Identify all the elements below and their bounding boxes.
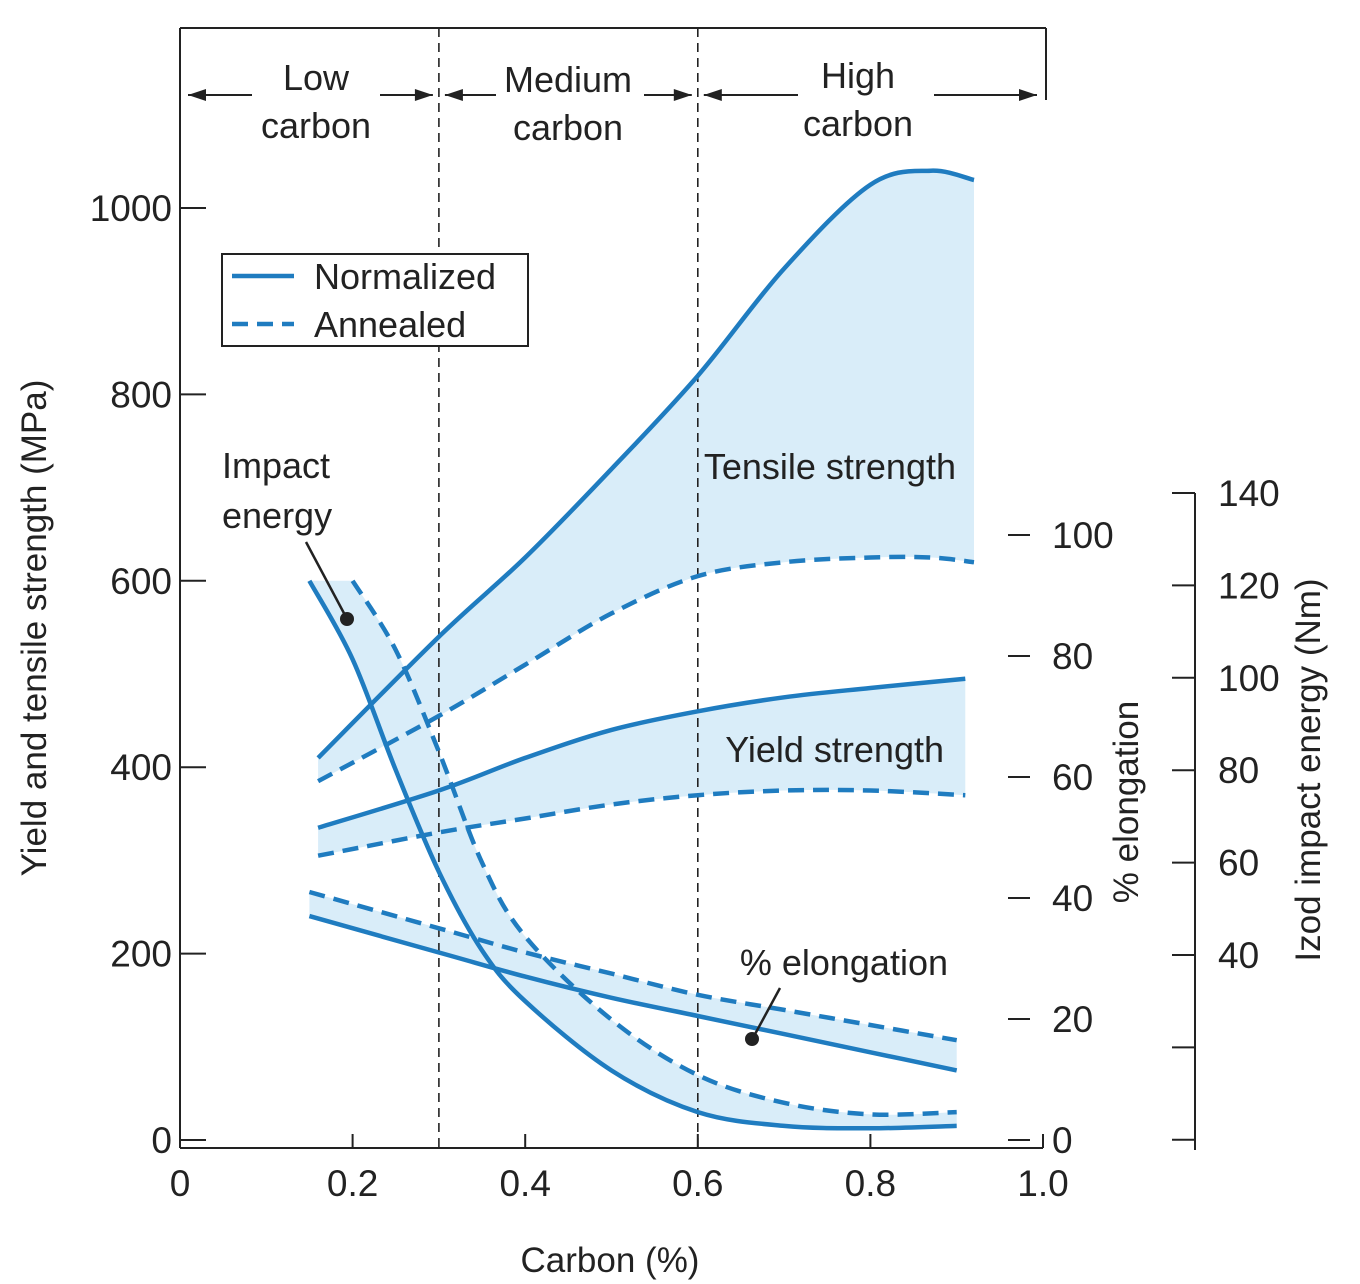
impact-tick-label: 100 bbox=[1218, 658, 1280, 699]
tensile-strength-normalized-line bbox=[316, 168, 975, 760]
region-label-high-carbon: carbon bbox=[803, 103, 913, 144]
x-tick-label: 0.2 bbox=[327, 1163, 378, 1204]
elongation-tick-label: 0 bbox=[1052, 1120, 1073, 1161]
series-lines bbox=[307, 168, 975, 1131]
y-tick-label: 1000 bbox=[90, 188, 172, 229]
region-label-high: High bbox=[821, 55, 895, 96]
elongation-tick-label: 60 bbox=[1052, 757, 1093, 798]
impact-energy-normalized-line bbox=[307, 579, 957, 1131]
y-tick-label: 800 bbox=[110, 374, 172, 415]
elongation-tick-label: 80 bbox=[1052, 636, 1093, 677]
y-axis-title: Yield and tensile strength (MPa) bbox=[15, 380, 54, 877]
elongation-leader-dot bbox=[745, 1032, 759, 1046]
legend-annealed-label: Annealed bbox=[314, 304, 466, 345]
x-axis-title: Carbon (%) bbox=[521, 1241, 700, 1280]
region-dividers bbox=[438, 28, 699, 1148]
region-arrowhead-right bbox=[414, 89, 433, 101]
x-tick-label: 1.0 bbox=[1017, 1163, 1068, 1204]
pct-elongation-annealed-line bbox=[308, 889, 958, 1043]
impact-energy-annealed-line bbox=[350, 579, 957, 1118]
region-label-medium: Medium bbox=[504, 59, 632, 100]
region-label-low: Low bbox=[283, 57, 350, 98]
y-tick-label: 200 bbox=[110, 934, 172, 975]
tensile-strength-annealed-line bbox=[317, 554, 975, 784]
x-tick-label: 0.8 bbox=[845, 1163, 896, 1204]
legend-box bbox=[221, 253, 529, 347]
elongation-tick-label: 100 bbox=[1052, 515, 1114, 556]
elongation-tick-label: 20 bbox=[1052, 999, 1093, 1040]
elongation-label: % elongation bbox=[740, 942, 948, 983]
impact-leader-dot bbox=[340, 612, 354, 626]
region-arrowhead-left bbox=[444, 89, 463, 101]
region-arrowhead-left bbox=[703, 89, 722, 101]
region-arrowhead-right bbox=[1019, 89, 1037, 101]
elongation-leader-line bbox=[752, 987, 782, 1037]
region-label-low-carbon: carbon bbox=[261, 105, 371, 146]
plot-frame bbox=[179, 27, 1047, 1149]
impact-axis-title: Izod impact energy (Nm) bbox=[1289, 578, 1328, 961]
pct-elongation-normalized-line bbox=[308, 913, 958, 1073]
impact-energy-label-line1: Impact bbox=[222, 445, 330, 486]
y-tick-label: 600 bbox=[110, 561, 172, 602]
impact-leader-line bbox=[304, 541, 348, 618]
tensile-strength-label: Tensile strength bbox=[704, 446, 956, 487]
yield-strength-normalized-line bbox=[317, 676, 966, 830]
tensile-strength-band bbox=[318, 170, 975, 782]
x-tick-label: 0.6 bbox=[672, 1163, 723, 1204]
legend: Normalized Annealed bbox=[221, 253, 529, 347]
elongation-tick-label: 40 bbox=[1052, 878, 1093, 919]
yield-strength-annealed-line bbox=[317, 787, 966, 858]
impact-tick-label: 80 bbox=[1218, 750, 1259, 791]
legend-normalized-label: Normalized bbox=[314, 256, 496, 297]
yield-strength-label: Yield strength bbox=[725, 729, 944, 770]
impact-tick-label: 140 bbox=[1218, 473, 1280, 514]
y-tick-label: 400 bbox=[110, 747, 172, 788]
curve-annotations: Tensile strength Yield strength Impact ener… bbox=[222, 445, 956, 1046]
yield-strength-band bbox=[318, 678, 966, 856]
axes: 0 0.2 0.4 0.6 0.8 1.0020040060080010000204060… bbox=[15, 188, 1328, 1280]
x-tick-label: 0.4 bbox=[499, 1163, 550, 1204]
y-tick-label: 0 bbox=[151, 1120, 172, 1161]
impact-tick-label: 40 bbox=[1218, 935, 1259, 976]
impact-tick-label: 60 bbox=[1218, 843, 1259, 884]
region-arrowhead-left bbox=[188, 89, 206, 101]
impact-tick-label: 120 bbox=[1218, 565, 1280, 606]
region-arrowhead-right bbox=[673, 89, 692, 101]
region-label-medium-carbon: carbon bbox=[513, 107, 623, 148]
x-tick-label: 0 bbox=[170, 1163, 191, 1204]
impact-energy-label-line2: energy bbox=[222, 495, 332, 536]
elongation-axis-title: % elongation bbox=[1107, 701, 1146, 903]
carbon-regions: Low carbon Medium carbon High carbon bbox=[188, 55, 1037, 148]
